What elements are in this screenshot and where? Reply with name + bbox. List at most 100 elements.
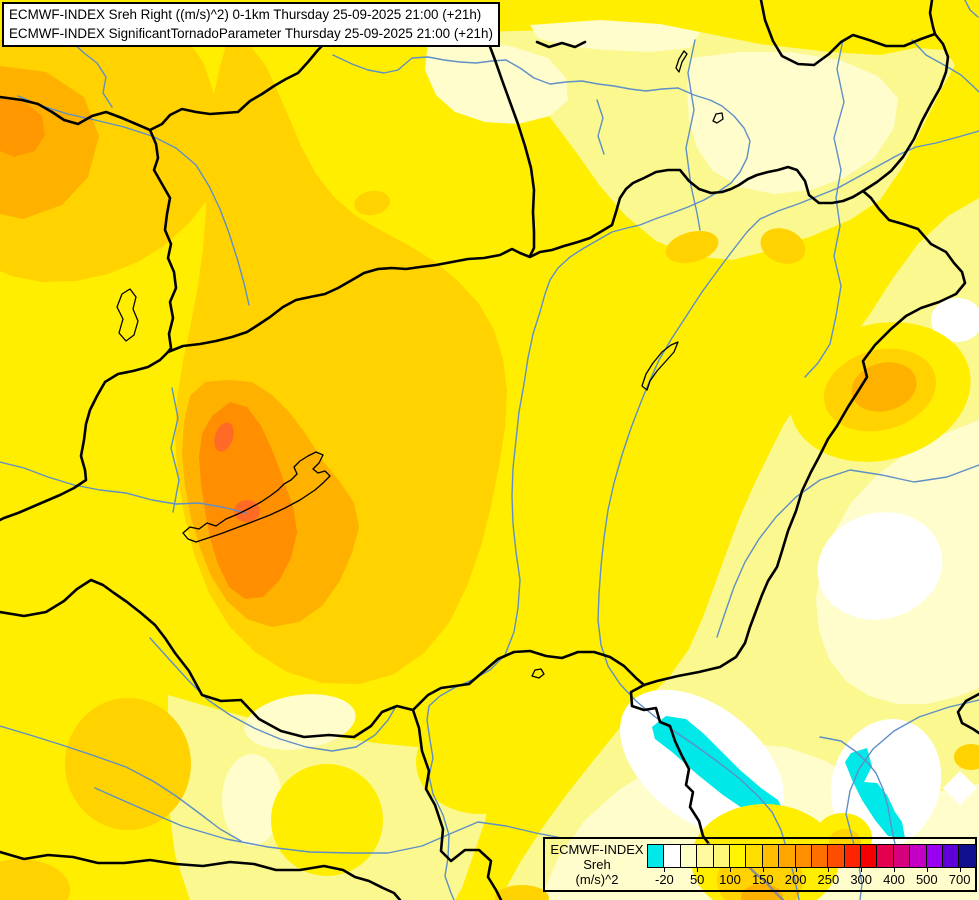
srh-yellow-ring1 (271, 764, 383, 876)
small-lake-center (531, 668, 545, 679)
title-line-2: ECMWF-INDEX SignificantTornadoParameter … (9, 26, 493, 41)
legend-units: (m/s)^2 (575, 872, 619, 887)
legend-tick-label: 200 (784, 872, 807, 887)
border-croatia-serbia (411, 708, 503, 900)
legend-swatch (844, 845, 862, 867)
legend-swatch (828, 845, 845, 867)
srh-yellow-ring2 (416, 710, 544, 814)
border-serbia-north (411, 649, 646, 712)
legend-swatch (795, 845, 812, 867)
mura-river (0, 461, 247, 514)
lake-balaton-outline (182, 451, 331, 543)
drava-river (149, 637, 396, 752)
legend-tick-mark (697, 868, 699, 872)
legend-swatch (943, 845, 960, 867)
nw-river-crossborder (17, 95, 250, 306)
legend-swatch (697, 845, 714, 867)
legend-swatch (861, 845, 878, 867)
srh-cream-ne (687, 52, 898, 194)
nw-river-short (69, 39, 113, 108)
legend-tick-mark (828, 868, 830, 872)
legend-swatch (959, 845, 976, 867)
lake-neusiedl-outline (116, 288, 139, 342)
border-ukraine-west (759, 0, 937, 67)
small-lake-ne2 (712, 112, 724, 124)
border-austria-west (0, 95, 152, 132)
legend-tick-mark (762, 868, 764, 872)
srh-gold-southwest (65, 698, 191, 830)
zala-river (170, 387, 180, 513)
srh-gold-bottomedge (495, 885, 549, 900)
legend-swatch (648, 845, 665, 867)
border-ukraine-south (861, 32, 950, 193)
srh-gold-rightedge (954, 744, 979, 770)
ne-corner-stub (964, 0, 979, 18)
legend-parameter: Sreh (583, 857, 611, 872)
border-rightedge-stub (956, 692, 979, 735)
se-river-long (716, 464, 979, 638)
border-top-stub (535, 40, 587, 49)
srh-cream-topcenter (425, 40, 568, 124)
border-west (0, 128, 178, 522)
srh-gold-spot-ne1 (760, 228, 806, 264)
legend-tick-mark (926, 868, 928, 872)
legend-tick-label: 50 (689, 872, 705, 887)
legend-swatch (779, 845, 796, 867)
legend-tick-label: 700 (948, 872, 971, 887)
tisza-river (597, 130, 979, 900)
border-serbia-romania (629, 683, 711, 846)
legend-swatch (746, 845, 763, 867)
legend-tick-label: 250 (817, 872, 840, 887)
srh-white-rightedge (931, 298, 979, 342)
small-lake-ne1 (675, 50, 688, 73)
danube-river (332, 54, 751, 900)
legend-swatch (877, 845, 894, 867)
border-ukraine-top (928, 0, 937, 36)
legend-colorbar (647, 844, 977, 868)
srh-gold-spot-ne2 (665, 230, 719, 264)
legend-swatch (893, 845, 911, 867)
legend-box: ECMWF-INDEX Sreh (m/s)^2 -20 50 100 150 200 2… (543, 837, 977, 892)
border-bratislava-spur (487, 42, 536, 258)
srh-cream-topstrip (530, 20, 700, 52)
legend-tick-label: 300 (850, 872, 873, 887)
legend-tick-label: -20 (654, 872, 674, 887)
legend-swatch (811, 845, 829, 867)
sava-river (94, 787, 563, 854)
se-river-through-white (819, 736, 898, 861)
slovakia-river2 (804, 39, 845, 378)
title-line-1: ECMWF-INDEX Sreh Right ((m/s)^2) 0-1km T… (9, 7, 482, 22)
lake-tisza-outline (641, 341, 679, 391)
border-bosnia (0, 850, 402, 900)
legend-tick-mark (795, 868, 797, 872)
legend-tick-label: 500 (915, 872, 938, 887)
border-croatia-drava (173, 651, 415, 739)
srh-white-east (817, 512, 943, 620)
legend-tick-mark (894, 868, 895, 872)
legend-swatch (680, 845, 698, 867)
border-romania (642, 189, 967, 687)
srh-redorange-spot1 (214, 422, 234, 452)
srh-orange-topleft-core (0, 96, 45, 157)
legend-swatch (664, 845, 681, 867)
legend-swatch (926, 845, 944, 867)
border-slovenia (0, 578, 177, 655)
center-river-stub (596, 99, 605, 155)
legend-tick-mark (861, 868, 863, 872)
srh-gold-corner-sw (0, 859, 70, 900)
title-box: ECMWF-INDEX Sreh Right ((m/s)^2) 0-1km T… (2, 2, 500, 47)
srh-white-diamond (943, 771, 977, 805)
legend-tick-label: 150 (751, 872, 774, 887)
slovakia-river1 (685, 39, 701, 231)
srh-cream-bottomcenter2 (222, 754, 282, 846)
ne-river-short (911, 39, 979, 93)
sw-river (0, 725, 242, 842)
legend-tick-mark (730, 868, 731, 872)
legend-swatch (713, 845, 730, 867)
srh-cyan-lens1 (652, 716, 784, 819)
